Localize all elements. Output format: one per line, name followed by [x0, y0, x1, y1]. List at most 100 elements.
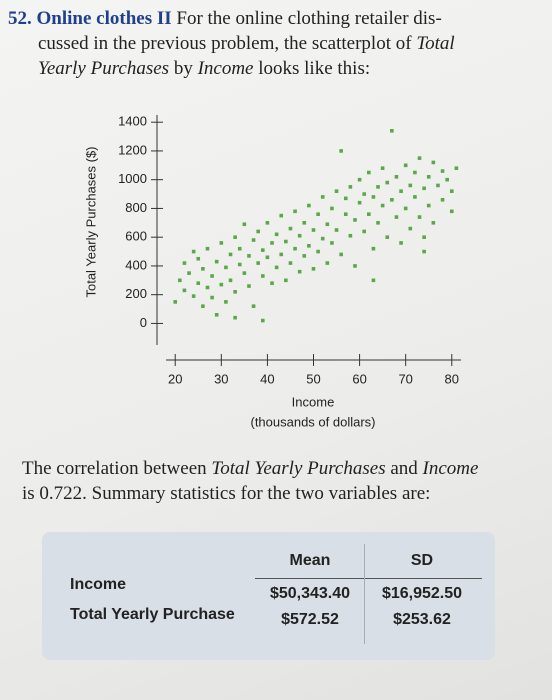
point [302, 254, 307, 258]
x-tick-label: 50 [306, 371, 320, 386]
point [403, 163, 408, 168]
point [399, 241, 403, 245]
point [279, 213, 284, 218]
point [320, 236, 325, 241]
y-tick-label: 1200 [118, 142, 147, 157]
point [247, 284, 251, 288]
point [325, 261, 330, 265]
point [210, 274, 214, 278]
column-header: SD [410, 552, 434, 569]
point [334, 228, 339, 232]
point [219, 241, 224, 245]
column-header: Mean [289, 552, 331, 569]
point [297, 233, 302, 238]
x-tick-label: 70 [398, 371, 412, 386]
point [293, 209, 297, 214]
point [247, 254, 251, 258]
x-axis-label: Income [292, 394, 335, 409]
point [260, 318, 265, 323]
point [237, 262, 242, 267]
point [367, 170, 371, 175]
point [279, 252, 284, 257]
y-tick-label: 600 [125, 229, 147, 244]
point [371, 195, 376, 199]
text: Total Yearly Purchases [211, 458, 386, 479]
text: For the online clothing retailer dis- [176, 8, 442, 29]
cell: $50,343.40 [269, 585, 351, 602]
text: The correlation between [22, 458, 207, 479]
problem-number: 52. [8, 8, 32, 29]
point [440, 169, 445, 173]
point [196, 256, 201, 261]
point [256, 261, 260, 265]
text: Income [422, 458, 479, 479]
point [196, 281, 201, 285]
point [265, 221, 270, 225]
point [320, 195, 325, 199]
point [440, 198, 445, 202]
point [334, 189, 339, 193]
scatterplot: Total Yearly Purchases ($) Income (thous… [83, 114, 461, 429]
y-tick-label: 0 [140, 315, 147, 330]
point [348, 233, 353, 238]
row-label: Total Yearly Purchase [70, 606, 235, 623]
point [205, 285, 210, 290]
column-divider [364, 544, 365, 644]
point [233, 315, 237, 320]
problem-line: 52. Online clothes II For the online clo… [8, 8, 442, 30]
problem-heading: Online clothes II [36, 8, 172, 29]
point [284, 278, 288, 283]
point [371, 278, 376, 283]
point [325, 222, 330, 227]
point [293, 246, 297, 251]
problem-line: Yearly Purchases by Income looks like th… [38, 58, 370, 80]
point [376, 185, 380, 189]
point [454, 166, 459, 170]
point [274, 265, 279, 270]
paragraph-line: is 0.722. Summary statistics for the two… [22, 483, 430, 505]
point [449, 189, 454, 193]
x-tick-label: 30 [214, 371, 228, 386]
point [353, 218, 357, 222]
point [210, 295, 214, 300]
point [251, 304, 256, 308]
point [214, 259, 219, 264]
point [187, 271, 191, 275]
point [233, 290, 237, 294]
point [403, 206, 408, 211]
point [348, 185, 353, 189]
point [394, 175, 399, 179]
point [316, 212, 320, 216]
point [224, 265, 228, 270]
point [173, 300, 178, 304]
text: cussed in the previous problem, the scat… [38, 33, 412, 54]
point [242, 271, 247, 275]
problem-line: cussed in the previous problem, the scat… [38, 33, 455, 55]
point [214, 313, 219, 317]
point [380, 166, 385, 170]
x-tick-label: 60 [352, 371, 366, 386]
point [297, 269, 302, 274]
x-tick-label: 80 [445, 371, 459, 386]
text: Income [197, 58, 254, 79]
point [357, 200, 362, 205]
point [302, 221, 307, 225]
text: is 0.722. Summary statistics for the two… [22, 483, 431, 504]
point [394, 215, 399, 219]
point [205, 246, 210, 251]
x-axis-sublabel: (thousands of dollars) [250, 414, 375, 429]
point [417, 215, 422, 219]
point [330, 241, 334, 245]
point [436, 183, 440, 188]
point [311, 228, 316, 232]
point [426, 175, 431, 179]
point [431, 160, 436, 165]
point [270, 281, 274, 285]
cell: $253.62 [393, 611, 451, 628]
point [237, 246, 242, 251]
point [408, 183, 413, 188]
point [316, 249, 320, 254]
point [385, 235, 390, 239]
point [385, 180, 390, 185]
point [362, 229, 367, 234]
